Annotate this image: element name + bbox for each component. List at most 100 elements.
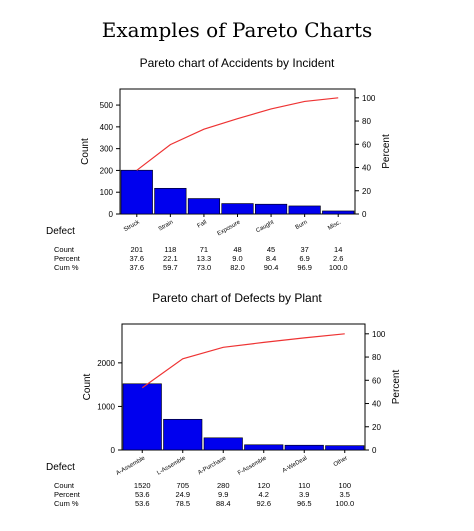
category-label: A-Purchase [197, 455, 228, 476]
x-axis-title: Defect [46, 226, 75, 237]
plot-frame [121, 323, 366, 451]
y2-tick-label: 60 [372, 376, 381, 385]
category-label: Caught [255, 219, 275, 234]
bar-a-assemble [122, 383, 162, 451]
bar-misc- [322, 210, 355, 215]
category-label: Fall [197, 220, 208, 230]
table-row-count-value: 1520 [134, 481, 151, 490]
bar-l-assemble [163, 418, 203, 451]
y2-tick-label: 20 [372, 423, 381, 432]
y2-tick-label: 40 [372, 400, 381, 409]
table-row-cum-value: 73.0 [197, 263, 212, 272]
table-row-count-label: Count [54, 481, 75, 490]
bar-a-wedeal [284, 444, 324, 451]
y2-tick-label: 100 [372, 330, 386, 339]
table-row-percent-label: Percent [54, 254, 81, 263]
bar-fall [187, 198, 221, 215]
bar-exposure [221, 203, 254, 215]
table-row-percent-value: 4.2 [259, 490, 269, 499]
table-row-percent-value: 9.0 [232, 254, 242, 263]
y2-tick-label: 40 [362, 164, 371, 173]
y-axis-title: Count [82, 373, 93, 400]
category-label: A-Assemble [115, 455, 147, 477]
y-tick-label: 2000 [97, 359, 115, 368]
y2-tick-label: 100 [362, 94, 376, 103]
y-tick-label: 100 [100, 188, 114, 197]
category-label: Misc. [327, 219, 342, 231]
category-label: L-Assemble [156, 455, 187, 476]
table-row-count-value: 120 [257, 481, 270, 490]
table-row-count-label: Count [54, 245, 75, 254]
y2-tick-label: 0 [372, 446, 377, 455]
table-row-count-value: 100 [338, 481, 351, 490]
chart-title-accidents: Pareto chart of Accidents by Incident [139, 56, 335, 70]
table-row-cum-value: 100.0 [335, 499, 354, 508]
table-row-percent-value: 53.6 [135, 490, 150, 499]
category-label: Strain [158, 220, 175, 233]
table-row-percent-value: 37.6 [129, 254, 144, 263]
table-row-cum-value: 82.0 [230, 263, 245, 272]
y-tick-label: 300 [100, 145, 114, 154]
table-row-count-value: 280 [217, 481, 230, 490]
y2-tick-label: 80 [372, 353, 381, 362]
bar-caught [254, 203, 288, 215]
table-row-cum-value: 59.7 [163, 263, 178, 272]
y-tick-label: 200 [100, 166, 114, 175]
table-row-percent-value: 3.5 [340, 490, 350, 499]
y2-tick-label: 20 [362, 187, 371, 196]
page-title: Examples of Pareto Charts [101, 18, 373, 42]
y-tick-label: 400 [100, 123, 114, 132]
chart-title-defects: Pareto chart of Defects by Plant [152, 291, 322, 305]
table-row-count-value: 118 [164, 245, 176, 254]
table-row-cum-value: 90.4 [264, 263, 279, 272]
table-row-count-value: 48 [233, 245, 241, 254]
y2-axis-title: Percent [381, 134, 392, 169]
y2-tick-label: 60 [362, 140, 371, 149]
table-row-percent-label: Percent [54, 490, 81, 499]
bar-burn [288, 205, 321, 215]
table-row-count-value: 110 [298, 481, 310, 490]
table-row-count-value: 45 [267, 245, 275, 254]
table-row-cum-value: 92.6 [256, 499, 271, 508]
table-row-percent-value: 24.9 [175, 490, 190, 499]
table-row-percent-value: 8.4 [266, 254, 276, 263]
table-row-percent-value: 6.9 [299, 254, 309, 263]
y-axis-title: Count [80, 138, 91, 165]
category-label: A-WeDeal [282, 456, 309, 475]
table-row-cum-value: 37.6 [129, 263, 144, 272]
table-row-percent-value: 22.1 [163, 254, 178, 263]
bar-f-assemble [244, 444, 284, 451]
table-row-percent-value: 3.9 [299, 490, 309, 499]
category-label: Struck [123, 219, 142, 233]
bar-strain [154, 187, 187, 215]
table-row-cum-label: Cum % [54, 263, 79, 272]
table-row-cum-label: Cum % [54, 499, 79, 508]
table-row-cum-value: 78.5 [175, 499, 190, 508]
table-row-cum-value: 96.5 [297, 499, 312, 508]
table-row-cum-value: 88.4 [216, 499, 231, 508]
table-row-count-value: 201 [131, 245, 144, 254]
y-tick-label: 0 [111, 446, 116, 455]
table-row-count-value: 14 [334, 245, 342, 254]
table-row-cum-value: 96.9 [297, 263, 312, 272]
y2-tick-label: 80 [362, 117, 371, 126]
table-row-count-value: 37 [300, 245, 308, 254]
table-row-percent-value: 2.6 [333, 254, 343, 263]
table-row-percent-value: 13.3 [197, 254, 212, 263]
bar-a-purchase [203, 437, 243, 451]
bar-struck [120, 169, 153, 215]
category-label: F-Assemble [237, 455, 268, 477]
x-axis-title: Defect [46, 462, 75, 473]
table-row-percent-value: 9.9 [218, 490, 228, 499]
y2-tick-label: 0 [362, 210, 367, 219]
y2-axis-title: Percent [391, 370, 402, 405]
table-row-cum-value: 53.6 [135, 499, 150, 508]
category-label: Exposure [217, 219, 243, 237]
y-tick-label: 1000 [97, 402, 115, 411]
category-label: Other [333, 456, 349, 469]
cumulative-percent-line [136, 97, 339, 171]
y-tick-label: 500 [100, 101, 114, 110]
cumulative-percent-line [141, 333, 345, 389]
